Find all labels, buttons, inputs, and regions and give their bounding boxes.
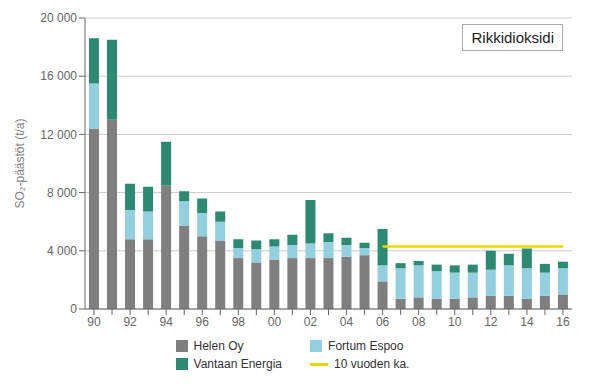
svg-text:20 000: 20 000	[40, 11, 77, 25]
svg-text:16: 16	[556, 315, 570, 329]
svg-text:04: 04	[340, 315, 354, 329]
svg-text:0: 0	[70, 302, 77, 316]
svg-text:90: 90	[87, 315, 101, 329]
svg-text:00: 00	[268, 315, 282, 329]
html-text:Rikkidioksidi: Rikkidioksidi	[471, 29, 554, 46]
svg-text:SO₂-päästöt (t/a): SO₂-päästöt (t/a)	[13, 118, 27, 208]
svg-text:14: 14	[520, 315, 534, 329]
svg-text:92: 92	[123, 315, 137, 329]
svg-text:10: 10	[448, 315, 462, 329]
svg-text:98: 98	[232, 315, 246, 329]
svg-text:96: 96	[196, 315, 210, 329]
html-text:Fortum Espoo: Fortum Espoo	[328, 339, 404, 353]
html-text:Helen Oy: Helen Oy	[193, 339, 244, 353]
html-text:Vantaan Energia: Vantaan Energia	[193, 357, 282, 371]
svg-text:16 000: 16 000	[40, 69, 77, 83]
svg-text:06: 06	[376, 315, 390, 329]
svg-text:08: 08	[412, 315, 426, 329]
svg-text:4 000: 4 000	[47, 244, 77, 258]
svg-text:12: 12	[484, 315, 498, 329]
svg-text:94: 94	[159, 315, 173, 329]
svg-text:8 000: 8 000	[47, 186, 77, 200]
svg-text:12 000: 12 000	[40, 128, 77, 142]
svg-text:02: 02	[304, 315, 318, 329]
html-text:10 vuoden ka.: 10 vuoden ka.	[334, 357, 410, 371]
